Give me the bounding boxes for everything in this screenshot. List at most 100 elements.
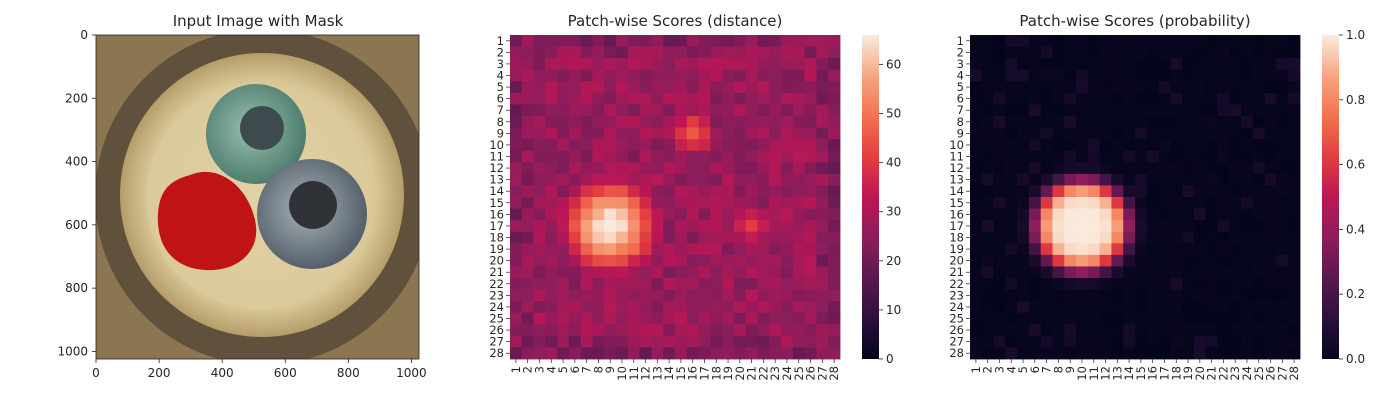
heatmap-cell [769,335,782,348]
heatmap-cell [1087,185,1101,198]
heatmap-cell [816,69,829,82]
heatmap-cell [993,208,1006,221]
heatmap-cell [1264,254,1277,267]
heatmap-cell [816,173,829,186]
heatmap-cell [557,347,570,360]
heatmap-cell [1064,220,1077,233]
heatmap-cell [686,162,699,175]
heatmap-cell [592,324,605,337]
heatmap-cell [592,69,605,82]
heatmap-cell [1252,46,1266,59]
heatmap-cell [663,266,676,279]
heatmap-cell [604,104,617,117]
heatmap-cell [1076,231,1089,244]
heatmap-cell [651,312,664,325]
heatmap-cell [745,104,758,117]
heatmap-cell [710,150,723,163]
heatmap-cell [781,139,794,152]
heatmap-cell [828,278,841,290]
heatmap-cell [604,208,617,221]
heatmap-cell [1252,220,1266,233]
heatmap-cell [1005,301,1018,314]
heatmap-cell [733,35,747,47]
heatmap-cell [1005,139,1018,152]
heatmap-cell [1135,254,1148,267]
heatmap-cell [710,301,723,314]
heatmap-cell [745,312,758,325]
heatmap-cell [510,278,523,290]
heatmap-cell [627,220,641,233]
heatmap-cell [592,139,605,152]
heatmap-cell [1005,278,1018,290]
heatmap-cell [804,347,817,360]
heatmap-cell [1241,208,1254,221]
heatmap-cell [970,254,983,267]
heatmap-cell [1170,116,1183,128]
heatmap-cell [1005,46,1018,59]
heatmap-cell [604,335,617,348]
heatmap-cell [1052,46,1065,59]
heatmap-cell [1193,278,1207,290]
heatmap-cell [1111,185,1124,198]
heatmap-cell [1017,58,1030,71]
heatmap-cell [792,208,806,221]
heatmap-x-tick-label: 25 [792,366,806,381]
heatmap-cell [568,231,582,244]
heatmap-cell [1205,104,1218,117]
heatmap-cell [745,162,758,175]
heatmap-y-tick-label: 19 [489,242,504,256]
heatmap-cell [828,173,841,186]
heatmap-cell [1252,173,1266,186]
heatmap-cell [557,173,570,186]
heatmap-cell [1217,324,1230,337]
heatmap-cell [1288,289,1301,302]
heatmap-cell [1099,243,1112,256]
heatmap-cell [722,92,735,105]
heatmap-cell [1123,220,1136,233]
heatmap-cell [1040,254,1053,267]
heatmap-cell [722,197,735,209]
heatmap-cell [1123,92,1136,105]
heatmap-y-tick-label: 11 [949,150,964,164]
heatmap-cell [1276,197,1289,209]
heatmap-cell [1099,127,1112,140]
heatmap-cell [1241,58,1254,71]
heatmap-cell [769,278,782,290]
heatmap-cell [722,58,735,71]
heatmap-cell [722,347,735,360]
heatmap-x-tick-label: 28 [827,366,841,381]
heatmap-cell [781,208,794,221]
heatmap-cell [1028,335,1042,348]
heatmap-cell [639,243,652,256]
heatmap-cell [1099,347,1112,360]
heatmap-cell [816,197,829,209]
heatmap-cell [510,81,523,94]
heatmap-cell [1017,278,1030,290]
heatmap-cell [533,243,546,256]
heatmap-cell [510,58,523,71]
heatmap-cell [1099,301,1112,314]
heatmap-x-tick-label: 16 [1146,366,1160,381]
heatmap-cell [1040,58,1053,71]
heatmap-cell [1241,162,1254,175]
heatmap-cell [1193,220,1207,233]
heatmap-cell [792,231,806,244]
heatmap-cell [616,81,629,94]
probability-heatmap [970,35,1301,360]
heatmap-cell [993,81,1006,94]
heatmap-cell [816,139,829,152]
heatmap-cell [545,208,558,221]
heatmap-cell [1193,173,1207,186]
heatmap-cell [792,104,806,117]
heatmap-cell [1252,301,1266,314]
heatmap-cell [710,92,723,105]
heatmap-cell [1205,46,1218,59]
probability-x-axis: 1234567891011121314151617181920212223242… [969,359,1301,381]
heatmap-cell [769,35,782,47]
image-y-tick-label: 800 [65,281,88,295]
heatmap-cell [1123,197,1136,209]
heatmap-cell [981,243,994,256]
heatmap-cell [792,173,806,186]
heatmap-cell [981,278,994,290]
heatmap-cell [1076,92,1089,105]
